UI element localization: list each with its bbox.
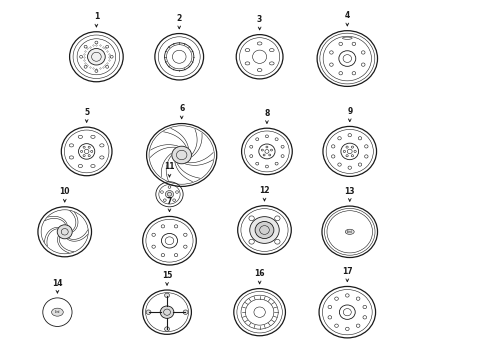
Ellipse shape	[249, 216, 254, 221]
Ellipse shape	[275, 216, 280, 221]
Ellipse shape	[172, 146, 192, 164]
Text: 2: 2	[176, 14, 182, 23]
Ellipse shape	[250, 217, 279, 243]
Ellipse shape	[51, 308, 63, 316]
Ellipse shape	[160, 306, 174, 318]
Text: 13: 13	[344, 187, 355, 196]
Ellipse shape	[161, 233, 177, 248]
Ellipse shape	[255, 221, 274, 239]
Text: 1: 1	[94, 12, 99, 21]
Text: 12: 12	[259, 186, 270, 195]
Text: 7: 7	[167, 197, 172, 206]
Text: 5: 5	[84, 108, 89, 117]
Ellipse shape	[183, 310, 188, 314]
Ellipse shape	[249, 239, 254, 244]
Text: 6: 6	[179, 104, 184, 113]
Text: Ford: Ford	[55, 310, 60, 314]
Ellipse shape	[340, 305, 355, 319]
Ellipse shape	[254, 307, 265, 318]
Ellipse shape	[165, 293, 170, 298]
Ellipse shape	[88, 49, 105, 65]
Text: 4: 4	[344, 11, 350, 20]
Text: 17: 17	[342, 267, 353, 276]
Text: 3: 3	[257, 15, 262, 24]
Text: 14: 14	[52, 279, 63, 288]
Text: 8: 8	[264, 109, 270, 118]
Ellipse shape	[345, 229, 354, 234]
Ellipse shape	[166, 190, 173, 198]
Ellipse shape	[341, 143, 359, 160]
Ellipse shape	[165, 327, 170, 331]
Text: 10: 10	[59, 188, 70, 197]
Text: 11: 11	[164, 162, 175, 171]
Text: 9: 9	[347, 107, 352, 116]
Text: 15: 15	[162, 271, 172, 280]
Ellipse shape	[78, 144, 95, 159]
Ellipse shape	[275, 239, 280, 244]
Text: 16: 16	[254, 269, 265, 278]
Text: Ford: Ford	[347, 230, 353, 234]
Ellipse shape	[146, 310, 151, 314]
Ellipse shape	[57, 225, 72, 239]
Ellipse shape	[259, 144, 275, 159]
